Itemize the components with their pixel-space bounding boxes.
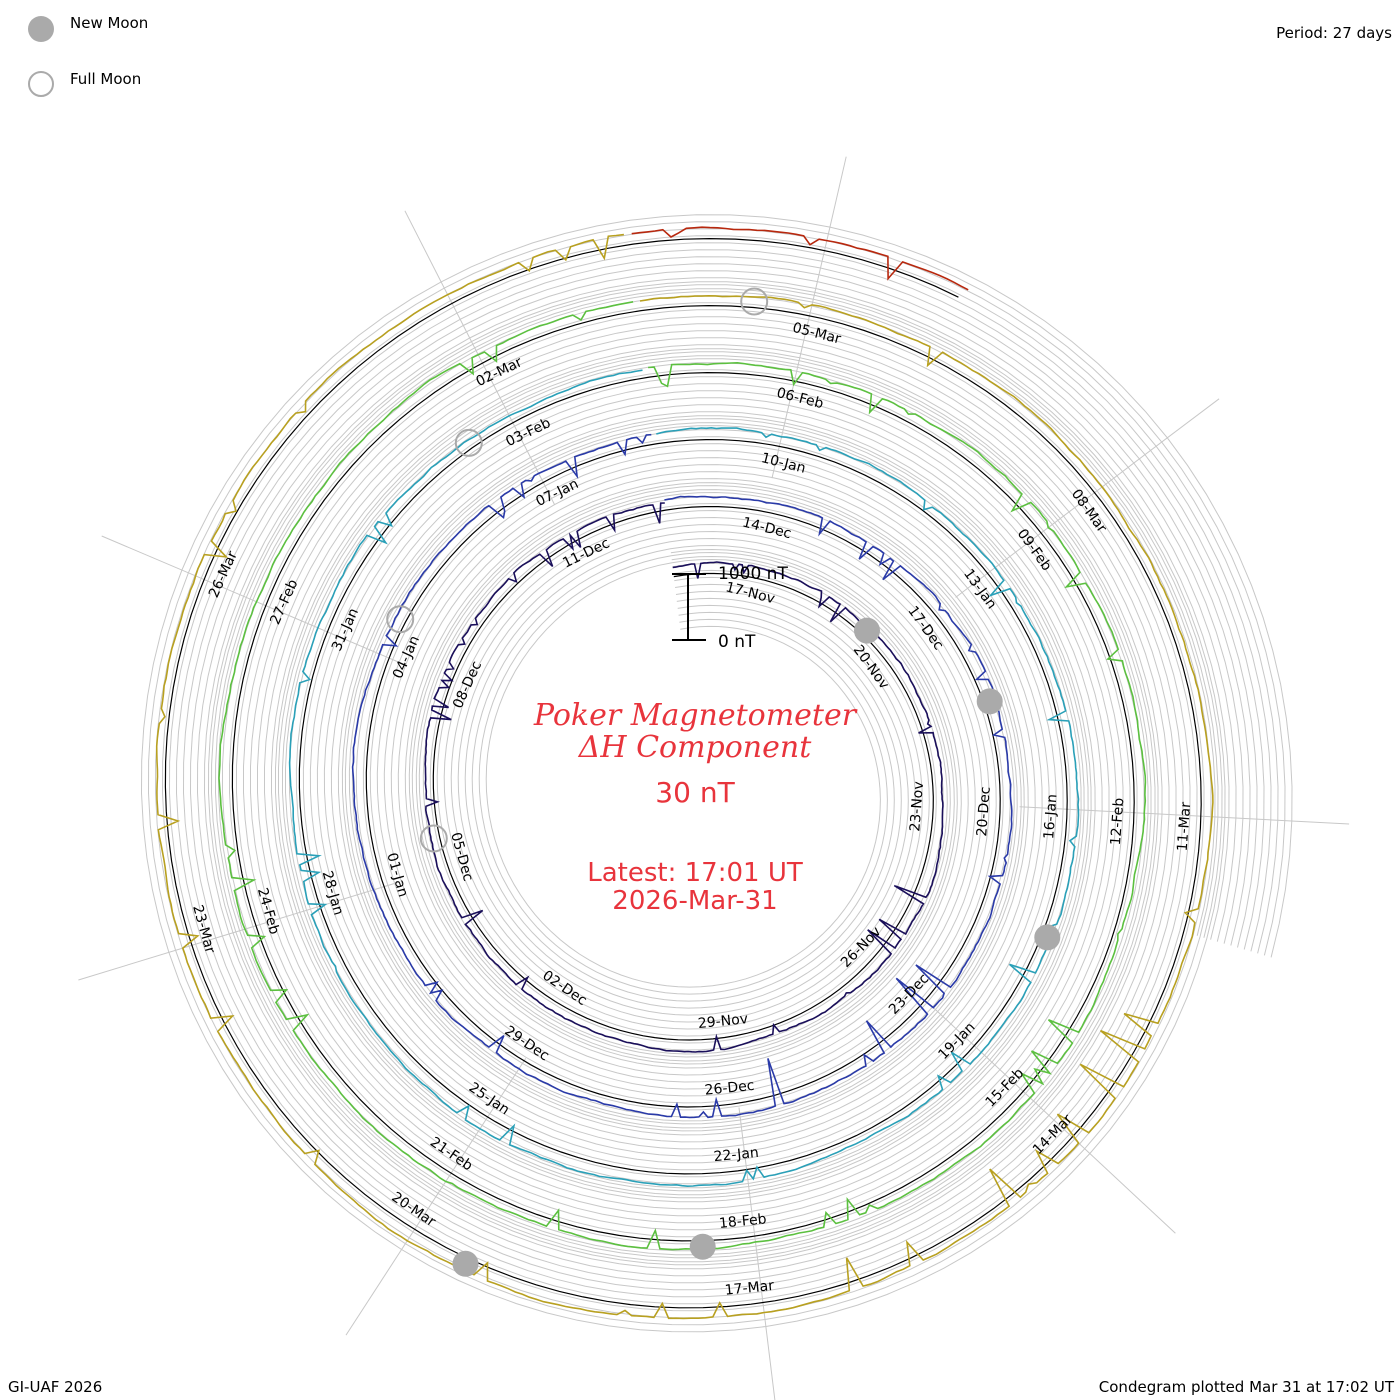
day-divider-line xyxy=(345,1058,527,1336)
new-moon-marker xyxy=(854,617,880,644)
trace-turn-3 xyxy=(288,369,1080,1188)
new-moon-legend-label: New Moon xyxy=(70,14,149,32)
date-label: 22-Jan xyxy=(713,1145,760,1165)
date-label: 29-Nov xyxy=(697,1011,749,1032)
grid-ring xyxy=(210,284,1223,1263)
full-moon-marker xyxy=(740,287,769,316)
day-divider-line xyxy=(78,883,395,981)
grid-ring xyxy=(154,228,1279,1319)
chart-scale-label: 30 nT xyxy=(655,776,735,809)
date-label: 20-Dec xyxy=(974,786,994,837)
grid-ring xyxy=(182,256,1251,1291)
grid-rings xyxy=(140,214,1293,1333)
chart-title-line2: ΔH Component xyxy=(578,730,812,765)
full-moon-legend-label: Full Moon xyxy=(70,70,142,88)
date-label: 04-Jan xyxy=(390,633,423,681)
chart-title-line1: Poker Magnetometer xyxy=(533,698,857,733)
full-moon-marker xyxy=(386,605,415,634)
scale-top-label: 1000 nT xyxy=(718,564,788,584)
date-label: 17-Mar xyxy=(724,1278,775,1299)
date-label: 31-Jan xyxy=(329,606,362,654)
grid-ring xyxy=(147,221,1286,1326)
day-divider-line xyxy=(404,210,556,506)
new-moon-marker xyxy=(976,688,1003,715)
day-divider-line xyxy=(771,156,847,479)
grid-ring xyxy=(203,277,1230,1270)
grid-ring xyxy=(168,242,1265,1305)
magnetometer-traces xyxy=(155,226,1214,1320)
date-label: 07-Jan xyxy=(533,476,581,510)
date-label: 11-Mar xyxy=(1175,801,1195,852)
latest-time-label: Latest: 17:01 UT xyxy=(587,858,803,888)
grid-ring xyxy=(218,291,1216,1256)
date-label: 16-Jan xyxy=(1041,793,1060,839)
grid-ring xyxy=(175,249,1258,1298)
day-divider-lines xyxy=(78,156,1350,1400)
new-moon-marker xyxy=(1034,924,1061,951)
baseline-spiral xyxy=(164,237,1202,1309)
full-moon-icon xyxy=(28,71,54,97)
full-moon-marker xyxy=(454,428,483,457)
trace-turn-1 xyxy=(424,502,944,1053)
day-divider-line xyxy=(1019,806,1350,825)
new-moon-marker xyxy=(689,1233,716,1260)
date-label: 11-Dec xyxy=(560,535,612,571)
new-moon-marker xyxy=(452,1250,479,1277)
date-label: 27-Feb xyxy=(267,577,301,627)
grid-ring xyxy=(196,270,1237,1277)
plotted-timestamp-label: Condegram plotted Mar 31 at 17:02 UT xyxy=(1098,1378,1394,1396)
new-moon-icon xyxy=(28,16,54,42)
day-divider-line xyxy=(101,535,406,666)
full-moon-marker xyxy=(419,824,448,853)
trace-turn-5 xyxy=(155,233,1214,1320)
scale-bottom-label: 0 nT xyxy=(718,632,756,652)
date-label: 02-Mar xyxy=(474,354,526,390)
trace-turn-2 xyxy=(351,433,1013,1119)
period-label: Period: 27 days xyxy=(1276,24,1392,42)
day-divider-line xyxy=(955,398,1220,598)
date-label: 25-Jan xyxy=(466,1080,512,1119)
baseline-spiral-line xyxy=(164,237,1202,1309)
trace-turn-4 xyxy=(218,301,1147,1251)
grid-ring xyxy=(189,263,1244,1284)
grid-ring xyxy=(161,235,1272,1312)
date-label: 26-Dec xyxy=(704,1078,755,1099)
moon-markers xyxy=(386,287,1061,1277)
date-label: 12-Feb xyxy=(1108,797,1128,846)
credit-label: GI-UAF 2026 xyxy=(8,1378,103,1396)
date-label: 23-Nov xyxy=(907,781,927,832)
date-label: 18-Feb xyxy=(718,1211,767,1232)
latest-date-label: 2026-Mar-31 xyxy=(612,886,778,916)
day-divider-line xyxy=(738,1107,776,1400)
scale-bar xyxy=(672,573,706,641)
trace-turn-6 xyxy=(631,226,969,291)
grid-ring xyxy=(140,214,1293,1333)
